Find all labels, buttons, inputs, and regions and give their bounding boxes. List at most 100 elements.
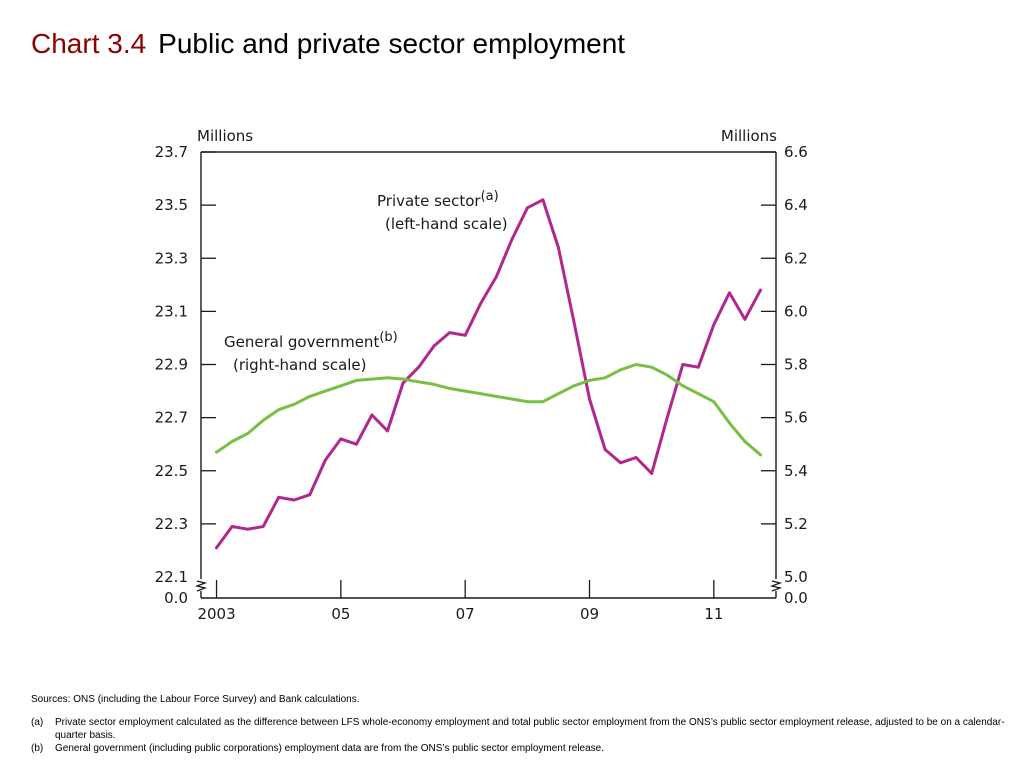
private-sector-point xyxy=(634,456,638,459)
private-sector-point xyxy=(557,246,560,250)
general-government-point xyxy=(215,450,218,454)
private-sector-scale-annotation: (left-hand scale) xyxy=(385,215,508,233)
private-sector-point xyxy=(712,323,716,327)
general-government-point xyxy=(510,397,514,401)
general-government-point xyxy=(339,384,343,388)
private-sector-point xyxy=(230,525,234,528)
general-government-point xyxy=(386,376,389,380)
right-axis-unit-label: Millions xyxy=(721,127,777,145)
private-sector-point xyxy=(696,365,700,369)
private-sector-point xyxy=(448,331,451,334)
chart-title: Public and private sector employment xyxy=(158,28,626,59)
right-tick-label: 5.0 xyxy=(784,568,808,586)
private-sector-point xyxy=(370,413,374,417)
page-title: Chart 3.4 Public and private sector emplo… xyxy=(31,28,625,60)
private-sector-point xyxy=(355,442,358,446)
right-axis-break xyxy=(769,580,783,592)
general-government-point xyxy=(292,402,296,406)
left-tick-label: 23.5 xyxy=(155,196,188,214)
general-government-point xyxy=(541,400,545,404)
private-sector-point xyxy=(432,344,436,348)
general-government-point xyxy=(401,377,405,381)
footnote-a: (a) Private sector employment calculated… xyxy=(31,716,1006,742)
general-government-point xyxy=(277,408,281,412)
private-sector-annotation: Private sector(a) xyxy=(377,189,499,210)
private-sector-annotation-sup: (a) xyxy=(481,189,499,204)
general-government-point xyxy=(759,453,762,457)
left-tick-label: 22.7 xyxy=(155,409,188,427)
general-government-point xyxy=(572,384,576,388)
general-government-point xyxy=(432,383,436,386)
general-government-point xyxy=(261,418,265,422)
right-tick-label: 5.6 xyxy=(784,409,808,427)
private-sector-point xyxy=(541,198,545,202)
left-break-label: 0.0 xyxy=(164,589,188,607)
private-sector-point xyxy=(463,333,467,337)
left-axis-break xyxy=(194,580,208,592)
private-sector-point xyxy=(479,302,483,305)
footnote-text: General government (including public cor… xyxy=(55,743,604,754)
general-government-point xyxy=(494,395,498,398)
general-government-point xyxy=(417,380,420,384)
general-government-point xyxy=(634,363,638,366)
general-government-annotation-sup: (b) xyxy=(379,330,397,345)
general-government-scale-annotation: (right-hand scale) xyxy=(233,356,367,374)
general-government-annotation: General government(b) xyxy=(224,330,398,351)
private-sector-point xyxy=(215,546,218,550)
right-tick-label: 6.4 xyxy=(784,196,808,214)
general-government-point xyxy=(246,432,250,435)
private-sector-point xyxy=(401,381,405,385)
right-tick-label: 6.6 xyxy=(784,143,808,161)
left-tick-label: 22.5 xyxy=(155,462,188,480)
chart-number: Chart 3.4 xyxy=(31,28,147,59)
line-chart: 22.1 22.3 22.5 22.7 22.9 23.1 23.3 23.5 23.7 0.0 M… xyxy=(155,127,808,623)
private-sector-point xyxy=(650,472,654,475)
right-tick-label: 6.2 xyxy=(784,249,808,267)
private-sector-point xyxy=(323,458,327,462)
sources-note: Sources: ONS (including the Labour Force… xyxy=(31,694,360,705)
right-break-label: 0.0 xyxy=(784,589,808,607)
x-tick-label: 11 xyxy=(704,605,723,623)
general-government-point xyxy=(619,368,622,372)
private-sector-point xyxy=(510,238,514,242)
general-government-point xyxy=(370,377,374,381)
footnote-mark: (a) xyxy=(31,717,44,728)
private-sector-point xyxy=(728,291,731,295)
private-sector-point xyxy=(743,317,747,321)
general-government-point xyxy=(323,389,327,393)
footnote-text: Private sector employment calculated as … xyxy=(55,717,1005,741)
general-government-point xyxy=(712,400,716,404)
private-sector-point xyxy=(277,495,281,499)
general-government-point xyxy=(448,387,451,390)
general-government-point xyxy=(603,376,607,380)
general-government-point xyxy=(308,395,312,398)
left-tick-label: 22.1 xyxy=(155,568,188,586)
general-government-point xyxy=(557,392,560,396)
x-tick-label: 07 xyxy=(456,605,475,623)
general-government-point xyxy=(665,373,669,377)
left-tick-label: 23.1 xyxy=(155,302,188,320)
general-government-point xyxy=(696,392,700,396)
x-tick-label: 2003 xyxy=(197,605,235,623)
left-tick-label: 22.3 xyxy=(155,515,188,533)
private-sector-point xyxy=(526,206,529,210)
right-tick-label: 5.4 xyxy=(784,462,808,480)
general-government-point xyxy=(681,384,685,388)
general-government-point xyxy=(479,392,483,396)
private-sector-point xyxy=(417,365,420,369)
general-government-line xyxy=(215,363,762,457)
general-government-point xyxy=(230,440,234,443)
x-tick-label: 05 xyxy=(331,605,350,623)
private-sector-point xyxy=(292,498,296,502)
private-sector-point xyxy=(619,461,622,465)
general-government-point xyxy=(650,365,654,369)
general-government-point xyxy=(526,400,529,404)
private-sector-point xyxy=(665,416,669,419)
private-sector-point xyxy=(588,397,591,401)
footnote-mark: (b) xyxy=(31,743,44,754)
private-sector-point xyxy=(572,320,576,324)
private-sector-line xyxy=(215,198,762,550)
private-sector-point xyxy=(261,525,265,528)
general-government-point xyxy=(728,421,731,425)
private-sector-point xyxy=(386,429,389,433)
